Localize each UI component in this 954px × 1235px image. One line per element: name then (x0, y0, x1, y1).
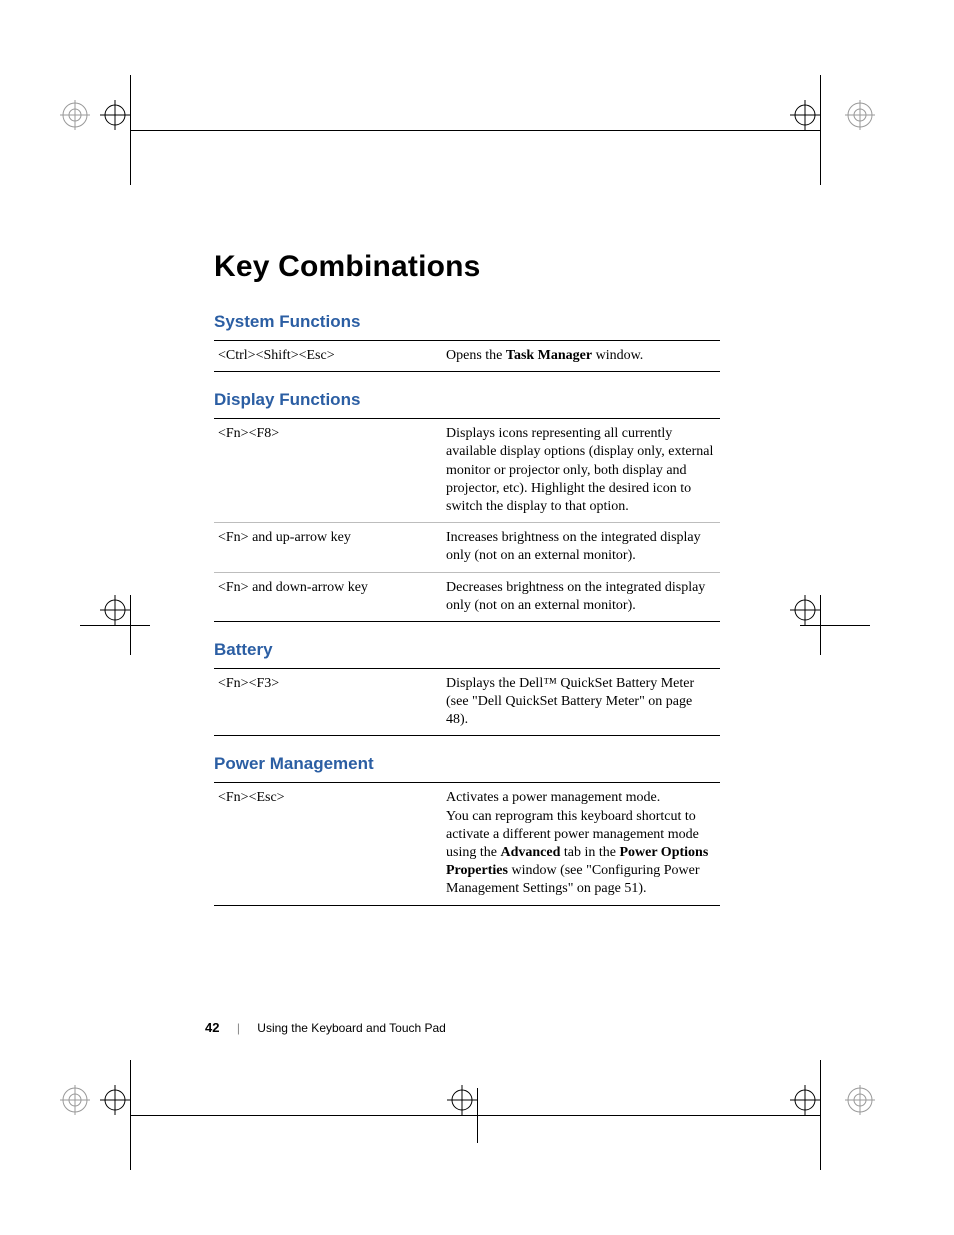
text-bold: Advanced (500, 845, 560, 860)
key-combo: <Fn> and down-arrow key (214, 572, 442, 621)
registration-mark-icon (100, 100, 160, 160)
registration-mark-icon (790, 595, 850, 655)
table-battery: <Fn><F3> Displays the Dell™ QuickSet Bat… (214, 668, 720, 737)
registration-mark-icon (790, 1085, 850, 1145)
key-combo: <Fn> and up-arrow key (214, 523, 442, 572)
table-row: <Fn> and down-arrow key Decreases bright… (214, 572, 720, 621)
key-combo: <Fn><F8> (214, 419, 442, 523)
section-heading-display: Display Functions (214, 390, 720, 410)
section-heading-power: Power Management (214, 754, 720, 774)
registration-mark-icon (790, 100, 850, 160)
registration-mark-icon (100, 1085, 160, 1145)
text: window. (592, 348, 643, 363)
key-combo: <Fn><F3> (214, 668, 442, 736)
table-row: <Fn><F3> Displays the Dell™ QuickSet Bat… (214, 668, 720, 736)
key-desc: Opens the Task Manager window. (442, 341, 720, 372)
registration-mark-icon (845, 1085, 905, 1145)
table-power-management: <Fn><Esc> Activates a power management m… (214, 782, 720, 905)
page-title: Key Combinations (214, 250, 720, 284)
key-combo: <Ctrl><Shift><Esc> (214, 341, 442, 372)
key-desc: Displays the Dell™ QuickSet Battery Mete… (442, 668, 720, 736)
text-bold: Task Manager (506, 348, 592, 363)
registration-mark-icon (100, 595, 160, 655)
table-display-functions: <Fn><F8> Displays icons representing all… (214, 418, 720, 622)
text: Activates a power management mode. (446, 790, 660, 805)
key-desc: Activates a power management mode. You c… (442, 783, 720, 905)
chapter-name: Using the Keyboard and Touch Pad (257, 1021, 446, 1035)
page-number: 42 (205, 1020, 219, 1035)
page-footer: 42 | Using the Keyboard and Touch Pad (205, 1020, 446, 1035)
key-combo: <Fn><Esc> (214, 783, 442, 905)
registration-mark-icon (845, 100, 905, 160)
crop-mark (130, 130, 820, 131)
text: tab in the (560, 845, 619, 860)
table-row: <Fn><F8> Displays icons representing all… (214, 419, 720, 523)
text: Opens the (446, 348, 506, 363)
table-row: <Ctrl><Shift><Esc> Opens the Task Manage… (214, 341, 720, 372)
page-content: Key Combinations System Functions <Ctrl>… (214, 250, 720, 906)
registration-mark-icon (447, 1085, 507, 1145)
section-heading-battery: Battery (214, 640, 720, 660)
key-desc: Displays icons representing all currentl… (442, 419, 720, 523)
footer-separator: | (223, 1021, 254, 1035)
key-desc: Increases brightness on the integrated d… (442, 523, 720, 572)
table-system-functions: <Ctrl><Shift><Esc> Opens the Task Manage… (214, 340, 720, 372)
table-row: <Fn> and up-arrow key Increases brightne… (214, 523, 720, 572)
table-row: <Fn><Esc> Activates a power management m… (214, 783, 720, 905)
section-heading-system: System Functions (214, 312, 720, 332)
key-desc: Decreases brightness on the integrated d… (442, 572, 720, 621)
